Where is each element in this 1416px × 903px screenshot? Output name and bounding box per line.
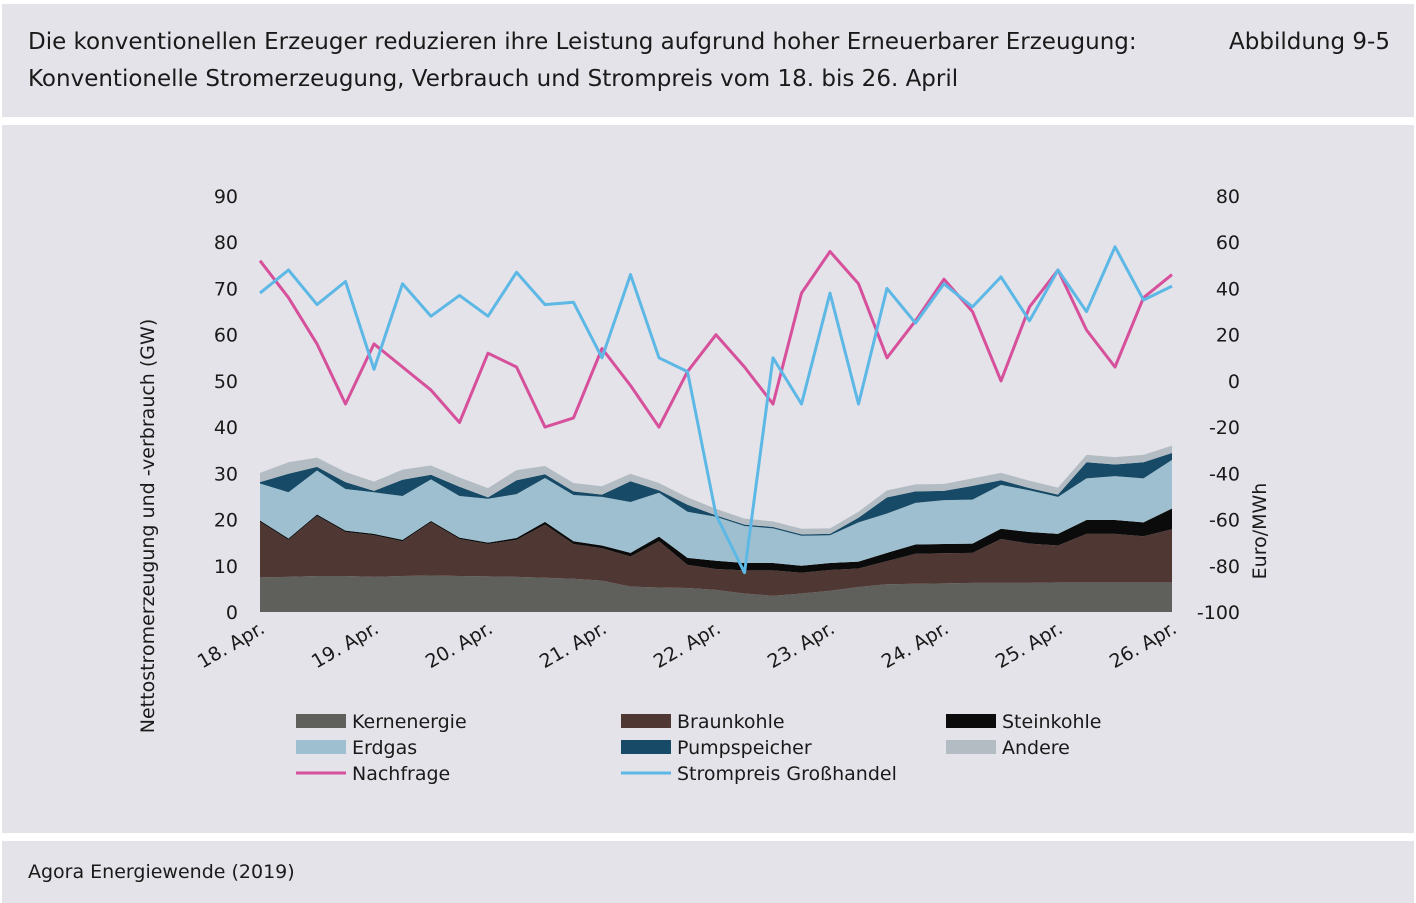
y-tick-label: 80 [214,232,238,254]
legend-swatch [621,714,671,728]
y2-tick-label: -80 [1209,556,1240,578]
line-strompreis-grosshandel [259,245,1173,575]
x-tick-label: 18. Apr. [194,617,269,673]
x-tick-label: 24. Apr. [878,617,953,673]
x-tick-label: 25. Apr. [992,617,1067,673]
legend-label: Braunkohle [677,711,785,733]
legend: Kernenergie Braunkohle Steinkohle Erdgas Pum… [296,711,1101,785]
legend-item-erdgas: Erdgas [296,737,417,759]
legend-label: Pumpspeicher [677,737,812,759]
legend-item-steinkohle: Steinkohle [946,711,1101,733]
legend-swatch [946,740,996,754]
legend-item-pumpspeicher: Pumpspeicher [621,737,812,759]
legend-item-braunkohle: Braunkohle [621,711,785,733]
area-braunkohle [260,515,1172,596]
y-tick-label: 20 [214,510,238,532]
x-tick-label: 20. Apr. [422,617,497,673]
y-tick-label: 0 [226,602,238,624]
y2-tick-label: 60 [1216,232,1240,254]
y2-tick-label: -40 [1209,463,1240,485]
y2-tick-label: -100 [1197,602,1240,624]
chart: 0 10 20 30 40 50 60 70 80 90 -100 -80 -60 -40 -20 0 20 4… [137,186,1271,785]
legend-label: Erdgas [352,737,417,759]
line-nachfrage [258,250,1173,429]
legend-swatch [946,714,996,728]
y2-tick-label: 0 [1228,371,1240,393]
figure-title: Die konventionellen Erzeuger reduzieren … [28,29,1137,92]
legend-label: Kernenergie [352,711,467,733]
source-note: Agora Energiewende (2019) [28,861,295,883]
y2-tick-label: 20 [1216,325,1240,347]
header-panel: Die konventionellen Erzeuger reduzieren … [2,4,1414,117]
line-layers [258,245,1173,575]
x-tick-label: 19. Apr. [308,617,383,673]
y-axis-left: 0 10 20 30 40 50 60 70 80 90 [214,186,238,624]
chart-panel: 0 10 20 30 40 50 60 70 80 90 -100 -80 -60 -40 -20 0 20 4… [2,125,1414,833]
legend-label: Strompreis Großhandel [677,763,897,785]
legend-label: Steinkohle [1002,711,1101,733]
legend-item-kernenergie: Kernenergie [296,711,467,733]
x-tick-label: 26. Apr. [1106,617,1181,673]
y-tick-label: 70 [214,278,238,300]
y2-axis-title: Euro/MWh [1249,483,1271,580]
x-tick-label: 22. Apr. [650,617,725,673]
y-tick-label: 90 [214,186,238,208]
y-tick-label: 60 [214,325,238,347]
area-erdgas [260,459,1172,566]
x-tick-label: 23. Apr. [764,617,839,673]
y-tick-label: 40 [214,417,238,439]
y2-tick-label: -60 [1209,510,1240,532]
y2-tick-label: 40 [1216,278,1240,300]
legend-item-andere: Andere [946,737,1070,759]
figure-number: Abbildung 9-5 [1229,29,1390,55]
y2-tick-label: -20 [1209,417,1240,439]
legend-label: Nachfrage [352,763,450,785]
area-steinkohle [260,508,1172,573]
legend-swatch [296,714,346,728]
footer-panel: Agora Energiewende (2019) [2,841,1414,903]
x-axis: 18. Apr. 19. Apr. 20. Apr. 21. Apr. 22. Apr.… [194,617,1181,673]
y2-tick-label: 80 [1216,186,1240,208]
y-tick-label: 10 [214,556,238,578]
legend-item-nachfrage: Nachfrage [296,763,450,785]
legend-item-strompreis-grosshandel: Strompreis Großhandel [621,763,897,785]
y-tick-label: 30 [214,463,238,485]
x-tick-label: 21. Apr. [536,617,611,673]
legend-swatch [621,740,671,754]
area-layers [260,445,1172,612]
y-tick-label: 50 [214,371,238,393]
legend-label: Andere [1002,737,1070,759]
area-kernenergie [260,575,1172,612]
y-axis-right: -100 -80 -60 -40 -20 0 20 40 60 80 [1197,186,1240,624]
y-axis-title: Nettostromerzeugung und -verbrauch (GW) [137,319,159,733]
legend-swatch [296,740,346,754]
